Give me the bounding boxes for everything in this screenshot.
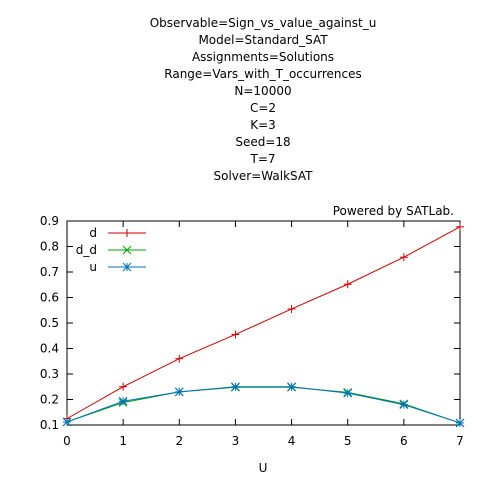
title-line: C=2 bbox=[250, 101, 276, 115]
y-tick-label: 0.5 bbox=[40, 316, 59, 330]
x-axis-label: U bbox=[259, 461, 268, 475]
x-tick-label: 6 bbox=[400, 434, 408, 448]
x-axis: 0 1 2 3 4 5 6 7 bbox=[63, 221, 464, 448]
y-tick-label: 0.2 bbox=[40, 393, 59, 407]
data-point-d bbox=[119, 382, 128, 391]
legend-marker bbox=[122, 262, 132, 272]
series-line-u bbox=[66, 386, 461, 424]
title-line: T=7 bbox=[249, 152, 275, 166]
marker-stroke bbox=[62, 417, 72, 427]
data-point-u bbox=[455, 418, 465, 428]
series-line-d bbox=[66, 226, 461, 420]
data-point-d bbox=[175, 354, 184, 363]
x-tick-label: 3 bbox=[232, 434, 240, 448]
data-point-u bbox=[343, 388, 353, 398]
data-point-u bbox=[231, 382, 240, 392]
x-tick-label: 5 bbox=[344, 434, 352, 448]
title-line: Model=Standard_SAT bbox=[198, 33, 328, 47]
marker-stroke bbox=[174, 387, 184, 397]
data-point-u bbox=[118, 396, 128, 406]
data-point-d bbox=[231, 330, 240, 339]
x-tick-label: 1 bbox=[119, 434, 127, 448]
title-line: Observable=Sign_vs_value_against_u bbox=[150, 16, 377, 30]
y-axis: 0.1 0.2 0.3 0.4 0.5 0.6 0.7 0.8 0.9 bbox=[40, 214, 460, 432]
legend-label: u bbox=[89, 260, 97, 274]
marker-stroke bbox=[118, 396, 128, 406]
title-line: Seed=18 bbox=[235, 135, 290, 149]
marker-stroke bbox=[122, 262, 132, 272]
data-point-d bbox=[343, 280, 352, 289]
title-line: N=10000 bbox=[234, 84, 291, 98]
legend: d d_du bbox=[76, 226, 146, 274]
marker-stroke bbox=[231, 382, 240, 392]
series-line-d_d bbox=[66, 386, 461, 424]
legend-label: d bbox=[89, 226, 97, 240]
marker-stroke bbox=[399, 400, 409, 409]
marker-stroke bbox=[455, 418, 465, 428]
legend-label: d_d bbox=[76, 243, 97, 257]
y-tick-label: 0.8 bbox=[40, 240, 59, 254]
data-point-u bbox=[287, 382, 296, 392]
data-point-u bbox=[174, 387, 184, 397]
marker-stroke bbox=[343, 388, 353, 398]
data-point-d bbox=[456, 222, 464, 231]
data-point-u bbox=[62, 417, 72, 427]
y-tick-label: 0.4 bbox=[40, 342, 59, 356]
marker-stroke bbox=[122, 245, 132, 255]
title-line: Solver=WalkSAT bbox=[214, 169, 314, 183]
y-tick-label: 0.3 bbox=[40, 367, 59, 381]
chart-title: Observable=Sign_vs_value_against_u Model=… bbox=[150, 16, 377, 183]
x-tick-label: 7 bbox=[456, 434, 464, 448]
y-tick-label: 0.9 bbox=[40, 214, 59, 228]
x-tick-label: 0 bbox=[63, 434, 71, 448]
title-line: Range=Vars_with_T_occurrences bbox=[164, 67, 361, 81]
legend-marker bbox=[122, 245, 132, 255]
x-tick-label: 2 bbox=[175, 434, 183, 448]
data-point-d bbox=[399, 253, 408, 262]
data-point-d bbox=[287, 304, 296, 313]
legend-marker bbox=[123, 229, 131, 237]
data-point-u bbox=[399, 400, 409, 409]
powered-by-annotation: Powered by SATLab. bbox=[333, 204, 454, 218]
x-tick-label: 4 bbox=[288, 434, 296, 448]
series-group bbox=[62, 222, 465, 428]
title-line: K=3 bbox=[250, 118, 276, 132]
marker-stroke bbox=[287, 382, 296, 392]
y-tick-label: 0.7 bbox=[40, 265, 59, 279]
y-tick-label: 0.6 bbox=[40, 291, 59, 305]
title-line: Assignments=Solutions bbox=[192, 50, 334, 64]
y-tick-label: 0.1 bbox=[40, 418, 59, 432]
